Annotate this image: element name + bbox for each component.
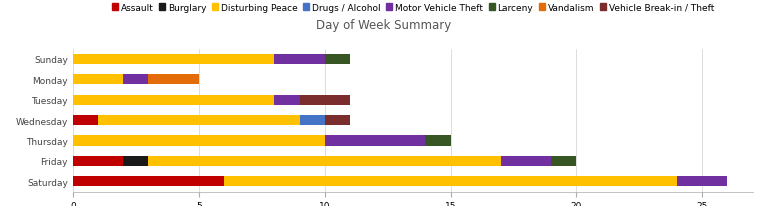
Text: Crime Incidents: Crime Incidents — [6, 9, 98, 19]
Bar — [274, 95, 300, 105]
Bar — [501, 156, 551, 166]
Legend: Assault, Burglary, Disturbing Peace, Drugs / Alcohol, Motor Vehicle Theft, Larce: Assault, Burglary, Disturbing Peace, Dru… — [108, 0, 717, 16]
Text: Day of Week Summary: Day of Week Summary — [316, 19, 452, 32]
Bar — [73, 136, 325, 146]
Bar — [325, 55, 350, 65]
Bar — [73, 95, 274, 105]
Bar — [551, 156, 577, 166]
Bar — [677, 176, 727, 186]
Bar — [73, 115, 98, 126]
Bar — [98, 115, 300, 126]
Bar — [425, 136, 451, 146]
Bar — [300, 115, 325, 126]
Text: 03-01-2022 to 03-08-2022 (8 Days): 03-01-2022 to 03-08-2022 (8 Days) — [602, 9, 762, 18]
Bar — [73, 55, 274, 65]
Bar — [73, 156, 124, 166]
Bar — [224, 176, 677, 186]
Bar — [148, 75, 199, 85]
Bar — [274, 55, 325, 65]
Bar — [148, 156, 501, 166]
Bar — [73, 75, 124, 85]
Bar — [124, 75, 148, 85]
Bar — [124, 156, 148, 166]
Bar — [73, 176, 224, 186]
Bar — [300, 95, 350, 105]
Bar — [325, 136, 425, 146]
Bar — [325, 115, 350, 126]
